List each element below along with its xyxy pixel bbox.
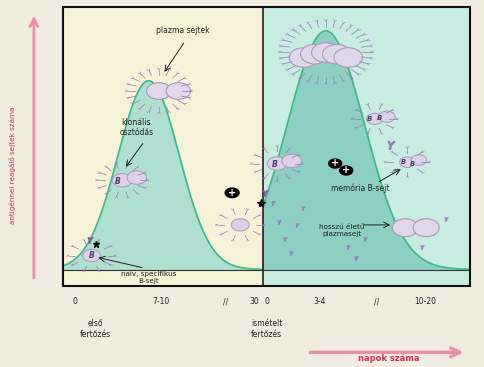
Circle shape [231,219,249,231]
Text: antigénnel reagáló sejtek száma: antigénnel reagáló sejtek száma [9,106,15,224]
Circle shape [392,219,417,237]
Text: +: + [227,188,236,197]
Circle shape [412,219,438,237]
Text: klonális
osztódás: klonális osztódás [119,118,153,137]
Circle shape [112,174,132,187]
Text: B: B [272,160,277,170]
Text: //: // [373,297,378,306]
Circle shape [300,44,329,64]
Bar [262,7,469,286]
Text: B: B [376,115,381,120]
Text: napok száma: napok száma [358,354,419,363]
Circle shape [328,159,341,168]
Circle shape [399,157,414,167]
Text: hosszú életű
plazmasejt: hosszú életű plazmasejt [318,224,364,237]
Circle shape [288,48,317,67]
Circle shape [82,250,100,262]
Text: //: // [223,297,228,306]
Circle shape [410,155,426,165]
Circle shape [339,166,352,175]
Text: B: B [115,177,121,186]
Text: +: + [331,158,338,168]
Text: 30: 30 [249,297,259,306]
Circle shape [166,83,190,99]
Text: naív, specifikus
B-sejt: naív, specifikus B-sejt [121,271,176,284]
Circle shape [267,157,286,170]
Circle shape [281,154,301,168]
Text: első
fertőzés: első fertőzés [80,319,111,339]
Circle shape [378,111,394,122]
Circle shape [366,113,382,124]
Circle shape [333,48,362,67]
Text: 0: 0 [264,297,269,306]
Text: B: B [409,160,414,167]
Text: B: B [400,159,405,165]
Text: +: + [341,165,349,175]
Circle shape [127,171,146,184]
Text: memória B-sejt: memória B-sejt [331,183,389,193]
Text: 7-10: 7-10 [152,297,169,306]
Text: 10-20: 10-20 [414,297,436,306]
Circle shape [146,83,171,99]
Text: B: B [89,251,94,260]
Text: 0: 0 [73,297,77,306]
Circle shape [311,43,339,62]
Bar [63,7,262,286]
Text: ismételt
fertőzés: ismételt fertőzés [251,319,282,339]
Text: B: B [366,116,372,122]
Circle shape [225,188,239,197]
Text: 3-4: 3-4 [313,297,325,306]
Circle shape [322,44,350,64]
Text: plazma sejtek: plazma sejtek [156,26,210,35]
